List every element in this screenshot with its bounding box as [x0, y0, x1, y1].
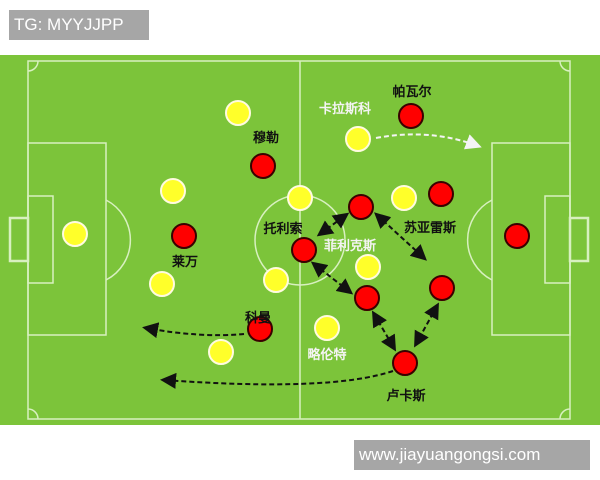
yellow-player-marker — [208, 339, 234, 365]
player-label-tolisso: 托利索 — [263, 221, 302, 237]
yellow-player-marker — [391, 185, 417, 211]
pitch-lines — [8, 60, 590, 420]
pass-arrow — [374, 212, 427, 261]
player-label-lucas: 卢卡斯 — [386, 388, 425, 404]
watermark-top: TG: MYYJJPP — [9, 10, 149, 40]
red-player-marker — [398, 103, 424, 129]
yellow-player-marker — [314, 315, 340, 341]
red-player-marker — [247, 316, 273, 342]
red-player-marker — [428, 181, 454, 207]
pass-arrow — [371, 310, 397, 352]
red-player-marker — [291, 237, 317, 263]
yellow-player-marker — [345, 126, 371, 152]
pass-arrow — [316, 212, 350, 237]
yellow-player-marker — [149, 271, 175, 297]
player-label-muller: 穆勒 — [253, 130, 279, 146]
pass-arrow — [414, 302, 439, 348]
red-player-marker — [504, 223, 530, 249]
red-player-marker — [250, 153, 276, 179]
yellow-player-marker — [355, 254, 381, 280]
player-label-llorente: 略伦特 — [307, 347, 346, 363]
player-label-suarez: 苏亚雷斯 — [404, 220, 456, 236]
red-player-marker — [392, 350, 418, 376]
yellow-player-marker — [160, 178, 186, 204]
red-player-marker — [429, 275, 455, 301]
run-arrow-lucas — [160, 370, 394, 389]
player-label-pavard: 帕瓦尔 — [392, 84, 431, 100]
red-player-marker — [171, 223, 197, 249]
player-label-felix: 菲利克斯 — [324, 238, 376, 254]
yellow-player-marker — [287, 185, 313, 211]
yellow-player-marker — [225, 100, 251, 126]
player-label-carrasco: 卡拉斯科 — [319, 101, 371, 117]
player-label-lewandowski: 莱万 — [172, 254, 198, 270]
run-arrow-carrasco — [375, 133, 482, 150]
yellow-player-marker — [62, 221, 88, 247]
run-arrow-coman — [142, 322, 245, 339]
player-label-coman: 科曼 — [245, 310, 271, 326]
red-player-marker — [348, 194, 374, 220]
red-player-marker — [354, 285, 380, 311]
watermark-bottom: www.jiayuangongsi.com — [354, 440, 590, 470]
yellow-player-marker — [263, 267, 289, 293]
